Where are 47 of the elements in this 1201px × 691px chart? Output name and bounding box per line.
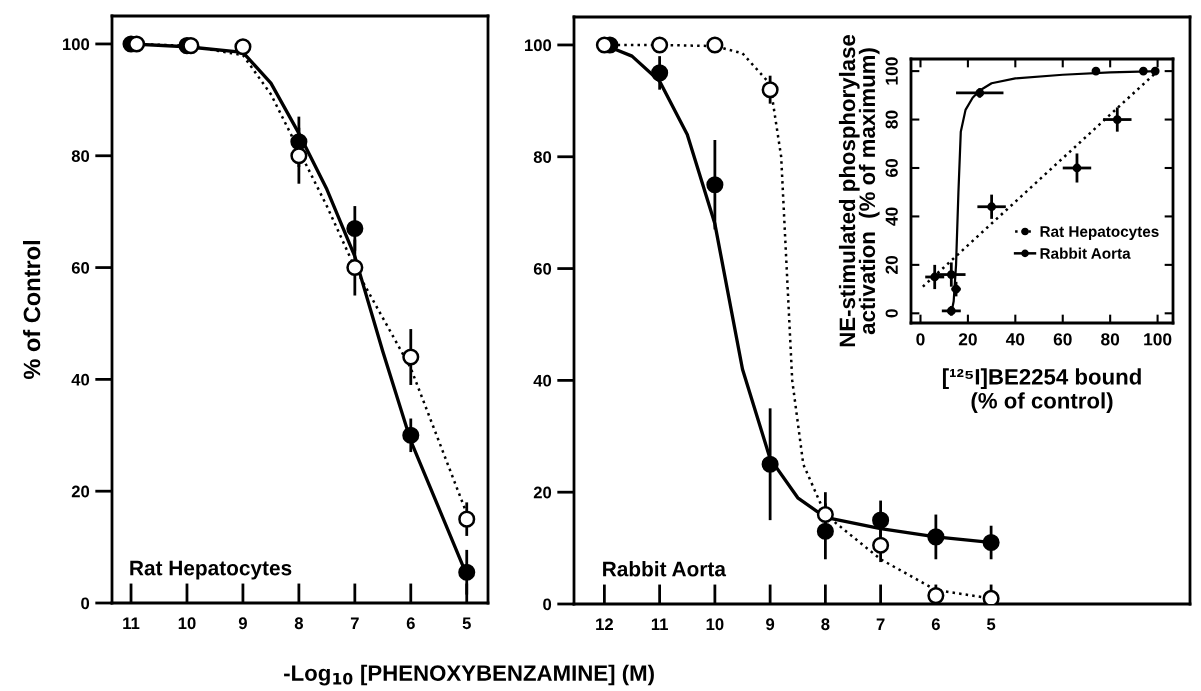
y-tick-label: 100 [525, 39, 552, 52]
legend-label: Rabbit Aorta [1040, 247, 1131, 259]
y-tick-label: 0 [81, 597, 90, 610]
y-axis-title: NE-stimulated phosphorylase activation (% of maximum) [838, 34, 880, 347]
x-tick-label: 10 [178, 617, 196, 630]
x-tick-label: 7 [350, 617, 359, 629]
y-tick-label: 60 [71, 261, 90, 274]
y-tick-label: 40 [533, 374, 552, 387]
y-tick-label: 20 [71, 485, 90, 498]
x-tick-label: 9 [238, 617, 247, 630]
y-tick-label: 100 [63, 38, 90, 51]
y-tick-label: 0 [543, 598, 552, 611]
x-axis-title: [¹²⁵I]BE2254 bound (% of control) [942, 368, 1141, 413]
y-tick-label: 100 [885, 57, 898, 85]
x-tick-label: 5 [462, 617, 471, 630]
y-axis-title: % of Control [22, 241, 41, 380]
legend-label: Rat Hepatocytes [1040, 226, 1159, 240]
x-axis-title: -Log$_{10}$ [PHENOXYBENZAMINE] (M) [284, 664, 654, 686]
y-tick-label: 60 [533, 262, 552, 275]
x-tick-label: 100 [1144, 333, 1172, 346]
x-tick-label: 40 [1005, 333, 1025, 346]
y-tick-label: 40 [71, 373, 90, 386]
x-tick-label: 9 [766, 618, 775, 631]
x-tick-label: 6 [931, 618, 940, 631]
y-tick-label: 80 [885, 110, 898, 129]
x-tick-label: 11 [651, 618, 668, 630]
x-tick-label: 60 [1053, 333, 1072, 346]
y-tick-label: 0 [885, 309, 898, 318]
y-tick-label: 20 [885, 255, 898, 274]
annotation: Rabbit Aorta [603, 561, 727, 577]
y-tick-label: 60 [885, 159, 898, 178]
x-tick-label: 11 [123, 617, 140, 629]
y-tick-label: 20 [533, 486, 552, 499]
x-tick-label: 5 [986, 618, 996, 631]
x-tick-label: 12 [596, 618, 613, 630]
x-tick-label: 20 [958, 333, 977, 346]
x-tick-label: 6 [406, 617, 415, 630]
x-tick-label: 10 [706, 618, 724, 631]
x-tick-label: 8 [294, 617, 303, 630]
x-tick-label: 7 [876, 618, 885, 630]
x-tick-label: 8 [821, 618, 830, 631]
x-tick-label: 0 [916, 333, 925, 346]
y-tick-label: 80 [71, 150, 90, 162]
x-tick-label: 80 [1101, 333, 1120, 346]
y-tick-label: 40 [885, 207, 898, 226]
y-tick-label: 80 [533, 151, 552, 163]
annotation: Rat Hepatocytes [130, 560, 292, 580]
